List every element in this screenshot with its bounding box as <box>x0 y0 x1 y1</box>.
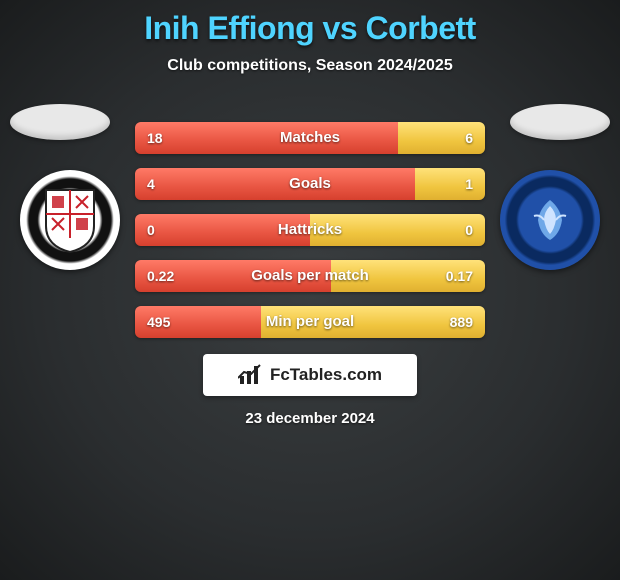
team-left-crest <box>20 170 120 270</box>
stat-row: 00Hattricks <box>135 214 485 246</box>
stat-label: Hattricks <box>135 214 485 246</box>
brand-badge[interactable]: FcTables.com <box>203 354 417 396</box>
stat-label: Goals per match <box>135 260 485 292</box>
shield-icon <box>42 186 98 254</box>
stats-bars: 186Matches 41Goals 00Hattricks 0.220.17Goal… <box>135 122 485 352</box>
stat-row: 495889Min per goal <box>135 306 485 338</box>
team-right-crest <box>500 170 600 270</box>
stat-row: 41Goals <box>135 168 485 200</box>
page-title: Inih Effiong vs Corbett <box>0 0 620 47</box>
brand-label: FcTables.com <box>270 365 382 385</box>
stat-label: Min per goal <box>135 306 485 338</box>
stat-label: Goals <box>135 168 485 200</box>
stat-row: 186Matches <box>135 122 485 154</box>
stat-row: 0.220.17Goals per match <box>135 260 485 292</box>
bar-chart-icon <box>238 364 264 386</box>
player-right-avatar <box>510 104 610 180</box>
stat-label: Matches <box>135 122 485 154</box>
date-label: 23 december 2024 <box>0 410 620 427</box>
subtitle: Club competitions, Season 2024/2025 <box>0 57 620 75</box>
phoenix-icon <box>520 190 580 250</box>
player-left-avatar <box>10 104 110 180</box>
